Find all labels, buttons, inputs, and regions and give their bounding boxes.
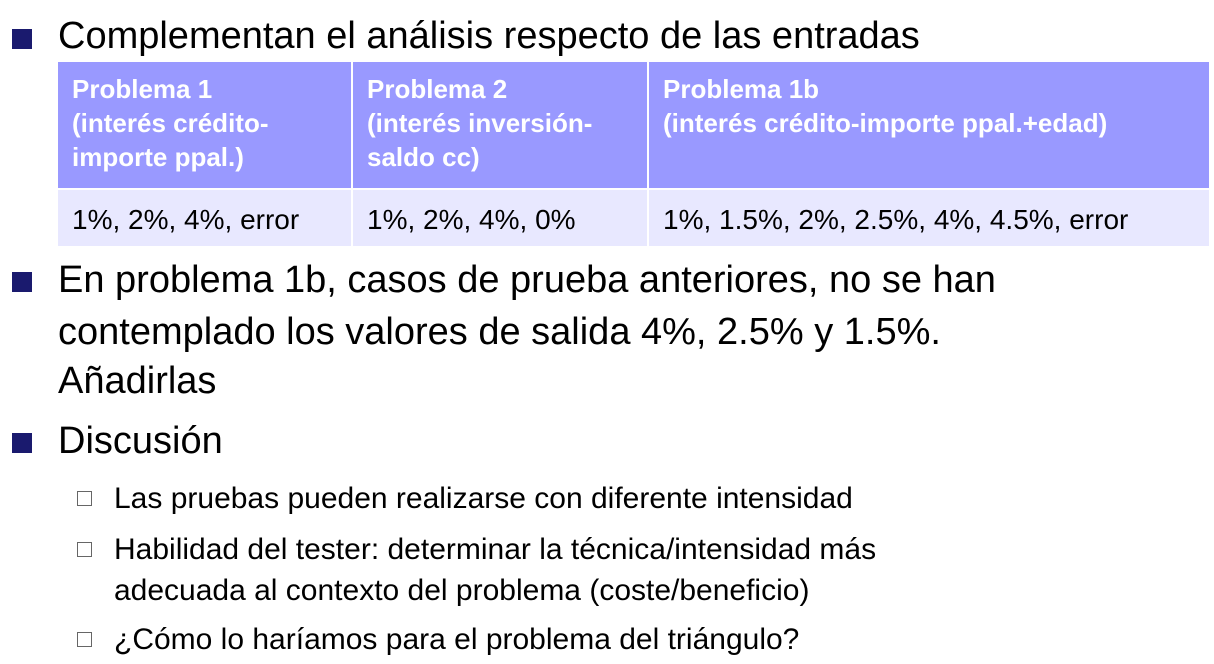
sub-bullet-text-tester-line1: Habilidad del tester: determinar la técn… <box>114 533 877 566</box>
header-line: Problema 2 <box>367 74 508 104</box>
bullet-marker <box>12 272 32 292</box>
values-table: Problema 1 (interés crédito- importe ppa… <box>58 62 1209 246</box>
bullet-marker <box>12 433 32 453</box>
table-row: 1%, 2%, 4%, error 1%, 2%, 4%, 0% 1%, 1.5… <box>58 188 1209 246</box>
header-line: Problema 1 <box>72 74 213 104</box>
header-line: saldo cc) <box>367 142 480 172</box>
header-line: (interés inversión- <box>367 108 593 138</box>
checkbox-bullet-icon <box>77 632 92 647</box>
header-line: importe ppal.) <box>72 142 244 172</box>
bullet-text-problem-1b-line1: En problema 1b, casos de prueba anterior… <box>58 259 996 301</box>
table-header-row: Problema 1 (interés crédito- importe ppa… <box>58 62 1209 189</box>
table-cell: 1%, 1.5%, 2%, 2.5%, 4%, 4.5%, error <box>648 188 1209 246</box>
sub-bullet-text-triangle: ¿Cómo lo haríamos para el problema del t… <box>114 623 800 656</box>
header-problema-1b: Problema 1b (interés crédito-importe ppa… <box>648 62 1209 189</box>
table-cell: 1%, 2%, 4%, error <box>58 188 353 246</box>
checkbox-bullet-icon <box>77 491 92 506</box>
bullet-text-analysis: Complementan el análisis respecto de las… <box>58 15 920 57</box>
header-line: Problema 1b <box>663 74 820 104</box>
header-problema-1: Problema 1 (interés crédito- importe ppa… <box>58 62 353 189</box>
bullet-marker <box>12 29 32 49</box>
header-problema-2: Problema 2 (interés inversión- saldo cc) <box>352 62 649 189</box>
bullet-text-discussion: Discusión <box>58 420 223 462</box>
header-line: (interés crédito-importe ppal.+edad) <box>663 108 1108 138</box>
bullet-text-problem-1b-line2: contemplado los valores de salida 4%, 2.… <box>58 311 941 353</box>
sub-bullet-text-intensity: Las pruebas pueden realizarse con difere… <box>114 482 853 515</box>
table-cell: 1%, 2%, 4%, 0% <box>352 188 649 246</box>
header-line: (interés crédito- <box>72 108 269 138</box>
checkbox-bullet-icon <box>77 542 92 557</box>
bullet-text-problem-1b-line3: Añadirlas <box>58 360 217 402</box>
sub-bullet-text-tester-line2: adecuada al contexto del problema (coste… <box>114 574 810 607</box>
